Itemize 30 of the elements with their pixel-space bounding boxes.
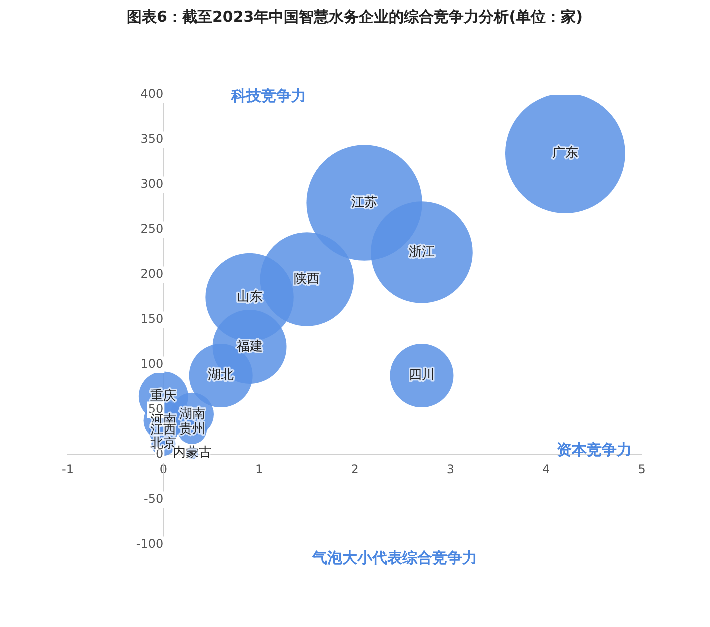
y-tick-label: 200 — [140, 267, 164, 282]
annotation: 贵州 — [179, 422, 206, 438]
annotation: 陕西 — [294, 272, 320, 287]
annotation: 浙江 — [408, 244, 435, 260]
x-tick-label: 3 — [446, 462, 454, 476]
chart-title: 图表6：截至2023年中国智慧水务企业的综合竞争力分析(单位：家) — [126, 8, 584, 27]
annotation: 重庆 — [150, 388, 177, 404]
annotation: 福建 — [236, 339, 263, 354]
annotation: 山东 — [236, 290, 263, 305]
y-tick-label: 300 — [140, 177, 164, 192]
y-tick-label: -100 — [136, 537, 164, 552]
x-tick-label: 1 — [256, 462, 264, 476]
x-tick-label: -1 — [62, 462, 74, 476]
x-tick-label: 5 — [638, 462, 646, 476]
text: 气泡大小代表综合竞争力 — [312, 548, 478, 567]
y-tick-label: 250 — [140, 222, 164, 236]
y-tick-label: 350 — [140, 132, 164, 146]
annotation: 江苏 — [352, 195, 378, 210]
annotation: 四川 — [408, 368, 435, 384]
annotation: 湖南 — [179, 406, 206, 422]
y-tick-label: 100 — [140, 357, 164, 372]
y-tick-label: 400 — [140, 87, 164, 102]
x-tick-label: 4 — [542, 462, 550, 476]
x-axis-title: 资本竞争力 — [557, 440, 632, 459]
x-tick-label: 2 — [351, 462, 359, 476]
y-tick-label: 150 — [140, 312, 164, 326]
y-axis-title: 科技竞争力 — [230, 86, 307, 105]
annotation: 广东 — [552, 146, 578, 161]
y-tick-label: -50 — [144, 492, 164, 506]
annotation: 湖北 — [208, 368, 234, 384]
